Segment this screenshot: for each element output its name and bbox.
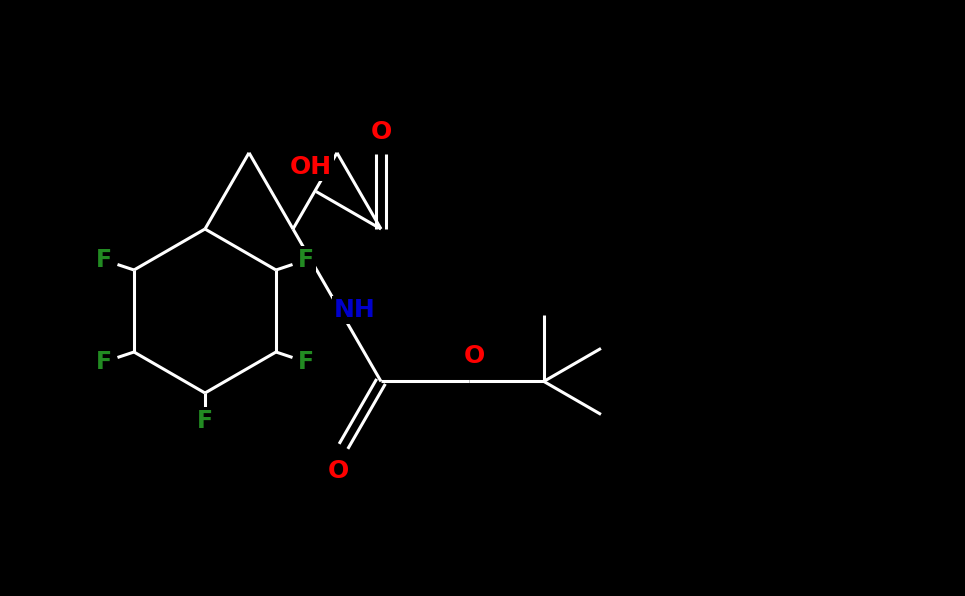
Text: F: F <box>96 350 112 374</box>
Text: OH: OH <box>290 154 332 178</box>
Text: NH: NH <box>334 298 376 322</box>
Text: O: O <box>328 460 349 483</box>
Text: O: O <box>463 344 484 368</box>
Text: F: F <box>197 409 213 433</box>
Text: F: F <box>96 248 112 272</box>
Text: F: F <box>298 248 314 272</box>
Text: O: O <box>371 120 392 144</box>
Text: F: F <box>298 350 314 374</box>
